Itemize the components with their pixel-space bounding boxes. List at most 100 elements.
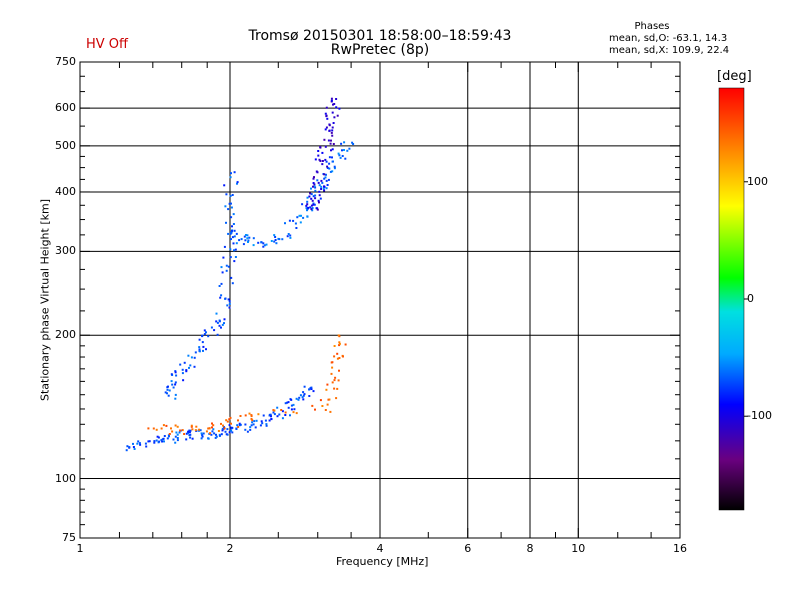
data-point bbox=[268, 414, 271, 417]
data-point bbox=[288, 219, 291, 222]
data-point bbox=[338, 154, 341, 157]
data-point bbox=[178, 431, 181, 434]
data-point bbox=[287, 406, 290, 409]
data-point bbox=[242, 243, 245, 246]
data-point bbox=[260, 420, 263, 423]
data-point bbox=[333, 165, 336, 168]
data-point bbox=[232, 242, 235, 245]
data-point bbox=[270, 240, 273, 242]
data-point bbox=[211, 426, 213, 429]
data-point bbox=[324, 409, 327, 411]
data-point bbox=[216, 333, 219, 336]
x-tick-label: 2 bbox=[226, 542, 234, 555]
data-point bbox=[224, 430, 227, 433]
data-point bbox=[318, 190, 321, 193]
data-point bbox=[227, 265, 230, 268]
data-point bbox=[278, 238, 281, 241]
data-point bbox=[239, 415, 242, 417]
data-point bbox=[312, 390, 315, 393]
data-point bbox=[259, 424, 262, 427]
data-point bbox=[309, 192, 312, 195]
data-point bbox=[312, 195, 315, 198]
data-point bbox=[290, 404, 293, 407]
data-point bbox=[212, 424, 215, 427]
data-point bbox=[174, 397, 177, 400]
data-point bbox=[187, 354, 190, 357]
data-point bbox=[348, 147, 351, 150]
data-point bbox=[302, 391, 305, 394]
data-point bbox=[233, 260, 236, 263]
data-point bbox=[328, 167, 331, 170]
data-point bbox=[133, 448, 136, 450]
hv-status-label: HV Off bbox=[86, 37, 128, 52]
data-point bbox=[144, 442, 147, 445]
data-point bbox=[181, 372, 184, 375]
data-point bbox=[343, 149, 345, 151]
data-point bbox=[235, 232, 238, 235]
data-point bbox=[155, 428, 158, 431]
data-point bbox=[262, 242, 265, 245]
data-point bbox=[195, 425, 198, 428]
data-point bbox=[331, 134, 334, 137]
data-point bbox=[212, 428, 215, 431]
data-point bbox=[274, 236, 277, 238]
data-point bbox=[245, 234, 247, 236]
data-point bbox=[125, 449, 128, 452]
data-point bbox=[214, 436, 217, 439]
data-point bbox=[317, 154, 320, 157]
data-point bbox=[174, 370, 177, 373]
data-point bbox=[128, 446, 131, 449]
data-point bbox=[327, 178, 330, 181]
data-point bbox=[163, 440, 165, 443]
data-point bbox=[167, 385, 169, 388]
data-point bbox=[316, 207, 319, 210]
data-point bbox=[321, 160, 324, 162]
data-point bbox=[185, 432, 188, 435]
data-point bbox=[281, 410, 284, 413]
data-point bbox=[338, 369, 340, 372]
chart-subtitle: RwPretec (8p) bbox=[330, 42, 430, 58]
data-point bbox=[252, 423, 255, 426]
data-point bbox=[251, 421, 254, 424]
data-point bbox=[324, 176, 327, 179]
data-point bbox=[171, 430, 174, 433]
data-point bbox=[226, 428, 229, 431]
data-point bbox=[284, 411, 287, 414]
data-point bbox=[172, 386, 175, 389]
data-point bbox=[315, 170, 318, 173]
data-point bbox=[296, 216, 299, 219]
data-point bbox=[312, 202, 315, 205]
data-point bbox=[176, 425, 179, 428]
data-point bbox=[286, 401, 289, 404]
data-point bbox=[202, 432, 205, 435]
data-point bbox=[170, 427, 172, 430]
data-point bbox=[238, 239, 241, 242]
data-point bbox=[170, 373, 173, 376]
data-point bbox=[312, 182, 315, 184]
data-point bbox=[287, 401, 290, 404]
data-point bbox=[300, 214, 302, 217]
data-point bbox=[181, 429, 184, 432]
data-point bbox=[211, 422, 213, 425]
data-point bbox=[229, 416, 232, 419]
data-point bbox=[276, 406, 279, 409]
data-point bbox=[261, 422, 264, 425]
data-point bbox=[176, 433, 179, 436]
data-point bbox=[164, 391, 167, 394]
data-point bbox=[323, 177, 326, 180]
data-point bbox=[220, 266, 223, 269]
data-point bbox=[187, 432, 190, 434]
data-point bbox=[136, 442, 139, 445]
data-point bbox=[335, 98, 338, 100]
data-point bbox=[314, 158, 317, 161]
data-point bbox=[313, 176, 315, 179]
data-point bbox=[145, 445, 148, 448]
data-point bbox=[221, 271, 224, 274]
data-point bbox=[314, 189, 317, 192]
data-point bbox=[316, 179, 319, 182]
data-point bbox=[333, 379, 336, 382]
data-point bbox=[237, 426, 240, 428]
data-point bbox=[320, 185, 323, 188]
grid-layer bbox=[80, 62, 680, 538]
data-point bbox=[193, 365, 196, 368]
